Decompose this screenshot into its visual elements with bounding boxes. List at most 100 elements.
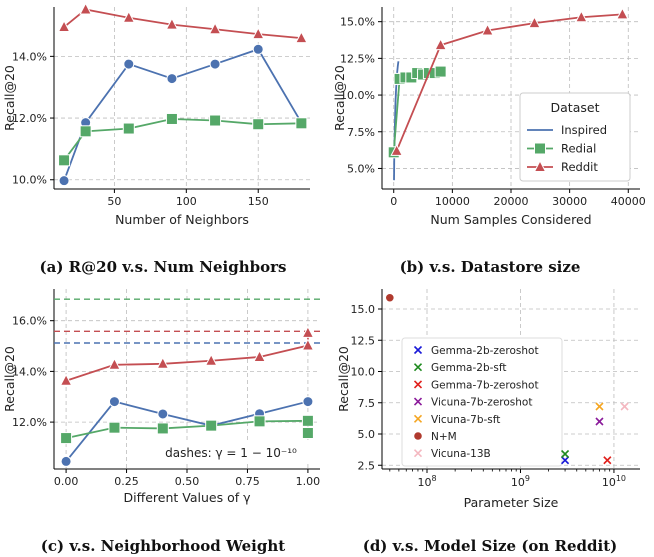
y-tick-label-d: 12.5 [351, 334, 376, 347]
point-reddit [59, 373, 73, 386]
point-reddit [301, 338, 315, 351]
series-line-inspired [65, 400, 309, 462]
y-tick-label-c: 16.0% [12, 315, 47, 328]
legend-label-3: Vicuna-7b-zeroshot [431, 397, 532, 409]
legend-label-inspired: Inspired [561, 123, 607, 137]
y-tick-label-d: 15.0 [351, 303, 376, 316]
legend-label-reddit: Reddit [561, 160, 598, 174]
legend-label-5: N+M [431, 431, 457, 443]
x-axis-label-a: Number of Neighbors [115, 212, 249, 227]
point-reddit [122, 10, 136, 23]
y-tick-label-b: 12.5% [340, 52, 375, 65]
x-tick-label-b: 0 [390, 195, 397, 208]
legend-d: Gemma-2b-zeroshot Gemma-2b-sft Gemma-7b-ze… [401, 337, 563, 467]
point-redial [122, 122, 135, 135]
scatter-point-3 [595, 417, 604, 426]
point-inspired [302, 396, 314, 408]
legend-marker-6 [413, 449, 423, 458]
point-inspired [157, 408, 169, 420]
caption-c: (c) v.s. Neighborhood Weight [41, 537, 285, 555]
x-tick-label-c: 0.75 [235, 475, 260, 488]
annotation-c: dashes: γ = 1 − 10⁻¹⁰ [165, 446, 297, 460]
x-tick-label-d: 109 [511, 474, 530, 489]
point-redial [434, 65, 447, 78]
point-reddit [108, 357, 121, 370]
panel-a: 10.0% 12.0% 14.0% 50 100 150 Number of Neighbo… [2, 2, 310, 227]
legend-marker-redial [534, 142, 546, 155]
x-tick-label-a: 100 [176, 195, 197, 208]
panel-c: 12.0% 14.0% 16.0% 0.00 0.25 0.50 0.75 1.00 Diffe… [2, 289, 320, 505]
caption-b: (b) v.s. Datastore size [400, 258, 581, 276]
scatter-point-1 [561, 449, 570, 459]
point-reddit [253, 349, 266, 362]
legend-marker-3 [413, 397, 423, 406]
y-tick-label-d: 10.0 [351, 366, 376, 379]
scatter-point-5 [386, 293, 394, 302]
point-inspired [123, 58, 135, 70]
point-inspired [60, 455, 72, 467]
legend-frame-d [401, 337, 563, 467]
legend-title-b: Dataset [551, 100, 600, 115]
y-tick-label-d: 2.5 [358, 459, 376, 472]
legend-marker-5 [414, 432, 422, 440]
point-redial [209, 114, 222, 127]
legend-marker-1 [413, 363, 423, 372]
y-tick-label-b: 10.0% [340, 89, 375, 102]
legend-label-4: Vicuna-7b-sft [431, 414, 500, 426]
point-reddit [481, 23, 494, 36]
point-reddit [434, 38, 447, 51]
legend-marker-2 [413, 380, 423, 389]
caption-a: (a) R@20 v.s. Num Neighbors [40, 258, 287, 276]
x-tick-label-b: 20000 [494, 195, 529, 208]
y-tick-label-d: 5.0 [358, 428, 376, 441]
point-redial [295, 117, 308, 130]
point-redial [253, 415, 266, 428]
y-axis-label-c: Recall@20 [2, 346, 17, 412]
x-tick-label-a: 150 [248, 195, 269, 208]
scatter-point-4 [595, 402, 604, 411]
point-redial [108, 421, 121, 434]
scatter-point-6 [620, 402, 629, 411]
plot-area-a [54, 7, 310, 189]
legend-label-6: Vicuna-13B [431, 448, 491, 460]
x-tick-label-c: 0.00 [54, 475, 79, 488]
point-reddit [204, 353, 218, 366]
point-inspired [166, 73, 178, 85]
point-inspired [209, 58, 221, 70]
y-tick-label-a: 12.0% [12, 112, 47, 125]
x-tick-label-c: 0.25 [114, 475, 139, 488]
point-reddit [165, 17, 179, 30]
point-inspired [58, 175, 70, 187]
annotation-box-c [148, 441, 314, 463]
y-axis-label-d: Recall@20 [336, 346, 351, 412]
point-redial [60, 432, 73, 445]
legend-marker-4 [413, 414, 423, 423]
y-tick-label-d: 7.5 [358, 397, 376, 410]
scatter-point-0 [561, 456, 570, 465]
point-reddit [301, 325, 315, 338]
x-tick-label-b: 40000 [611, 195, 646, 208]
point-redial [301, 427, 314, 439]
x-axis-label-c: Different Values of γ [124, 490, 252, 505]
y-axis-label-b: Recall@20 [332, 65, 347, 131]
point-inspired [108, 396, 120, 408]
x-tick-label-c: 1.00 [296, 475, 321, 488]
legend-label-2: Gemma-7b-zeroshot [431, 379, 539, 391]
point-redial [58, 154, 71, 167]
legend-label-0: Gemma-2b-zeroshot [431, 345, 539, 357]
legend-frame-b [519, 92, 631, 182]
point-redial [252, 118, 265, 131]
point-redial [156, 422, 169, 435]
panel-b: 5.0% 7.5% 10.0% 12.5% 15.0% 0 10000 20000 30000 4… [332, 7, 646, 227]
y-tick-label-c: 12.0% [12, 416, 47, 429]
point-redial [301, 414, 314, 427]
panel-d: 2.5 5.0 7.5 10.0 12.5 15.0 Parameter Size Recal… [336, 289, 640, 510]
legend-b: Dataset Inspired Redial Reddit [519, 92, 631, 182]
point-reddit [156, 356, 170, 369]
point-redial [165, 112, 178, 125]
x-tick-label-b: 30000 [552, 195, 587, 208]
point-reddit [390, 143, 403, 156]
point-reddit [295, 31, 308, 44]
y-tick-label-b: 15.0% [340, 16, 375, 29]
